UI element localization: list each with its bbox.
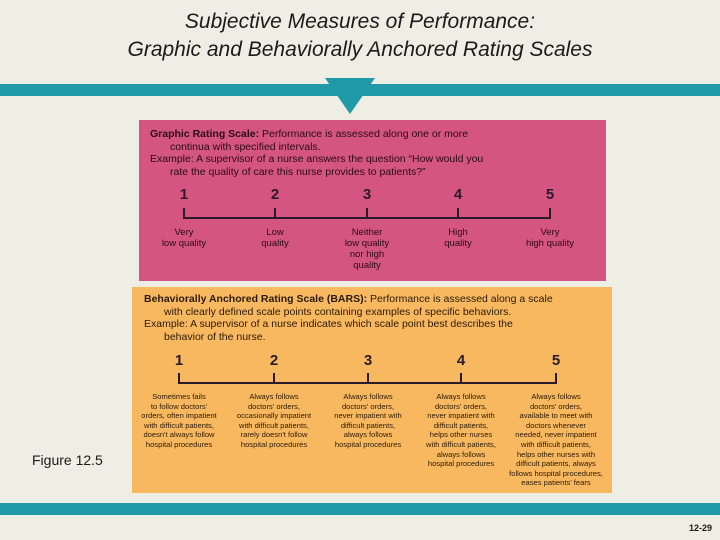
bars-tick-1 (178, 373, 180, 383)
pointer-triangle (325, 78, 375, 114)
bars-desc-line1: Performance is assessed along a scale (367, 293, 553, 305)
graphic-scale-desc-line1: Performance is assessed along one or mor… (259, 128, 469, 140)
bars-tick-5 (555, 373, 557, 383)
graphic-point-1-number: 1 (179, 186, 189, 203)
bars-point-3-label: Always follows doctors' orders, never im… (334, 392, 402, 449)
bars-desc-line2: with clearly defined scale points contai… (164, 305, 512, 318)
graphic-point-5-number: 5 (545, 186, 555, 203)
bars-point-5-label: Always follows doctors' orders, availabl… (509, 392, 603, 488)
bars-tick-2 (273, 373, 275, 383)
graphic-point-1-label: Very low quality (161, 227, 207, 249)
graphic-scale-description: Graphic Rating Scale: Performance is ass… (150, 128, 600, 178)
graphic-scale-example-line2: rate the quality of care this nurse prov… (170, 165, 426, 178)
bars-tick-4 (460, 373, 462, 383)
graphic-scale-line (183, 217, 551, 219)
graphic-point-3-label: Neither low quality nor high quality (344, 227, 390, 271)
graphic-point-2-label: Low quality (261, 227, 289, 249)
graphic-tick-1 (183, 208, 185, 218)
bars-point-5-number: 5 (551, 352, 561, 369)
bars-description: Behaviorally Anchored Rating Scale (BARS… (144, 293, 608, 343)
graphic-point-4-number: 4 (453, 186, 463, 203)
page-number: 12-29 (688, 523, 712, 533)
bars-point-2-label: Always follows doctors' orders, occasion… (236, 392, 312, 449)
bars-point-1-label: Sometimes fails to follow doctors' order… (141, 392, 217, 449)
bars-point-4-label: Always follows doctors' orders, never im… (426, 392, 496, 469)
bars-heading: Behaviorally Anchored Rating Scale (BARS… (144, 293, 368, 305)
graphic-tick-3 (366, 208, 368, 218)
graphic-scale-heading: Graphic Rating Scale: (150, 128, 260, 140)
graphic-tick-5 (549, 208, 551, 218)
graphic-point-3-number: 3 (362, 186, 372, 203)
bars-point-2-number: 2 (269, 352, 279, 369)
graphic-tick-4 (457, 208, 459, 218)
graphic-rating-scale-panel: Graphic Rating Scale: Performance is ass… (139, 120, 606, 281)
graphic-tick-2 (274, 208, 276, 218)
slide-title-line1: Subjective Measures of Performance: (184, 10, 536, 33)
bars-panel: Behaviorally Anchored Rating Scale (BARS… (132, 287, 612, 493)
graphic-point-4-label: High quality (444, 227, 472, 249)
bars-point-1-number: 1 (174, 352, 184, 369)
bars-tick-3 (367, 373, 369, 383)
graphic-point-2-number: 2 (270, 186, 280, 203)
figure-caption: Figure 12.5 (32, 452, 103, 468)
slide-title: Subjective Measures of Performance: Grap… (0, 8, 720, 64)
graphic-scale-desc-line2: continua with specified intervals. (170, 140, 321, 153)
graphic-point-5-label: Very high quality (525, 227, 575, 249)
bars-example-line1: Example: A supervisor of a nurse indicat… (144, 318, 513, 330)
bars-point-3-number: 3 (363, 352, 373, 369)
graphic-scale-example-line1: Example: A supervisor of a nurse answers… (150, 153, 484, 165)
bottom-accent-band (0, 503, 720, 515)
bars-point-4-number: 4 (456, 352, 466, 369)
slide-title-line2: Graphic and Behaviorally Anchored Rating… (127, 38, 593, 61)
bars-example-line2: behavior of the nurse. (164, 330, 266, 343)
bars-scale-line (178, 382, 557, 384)
